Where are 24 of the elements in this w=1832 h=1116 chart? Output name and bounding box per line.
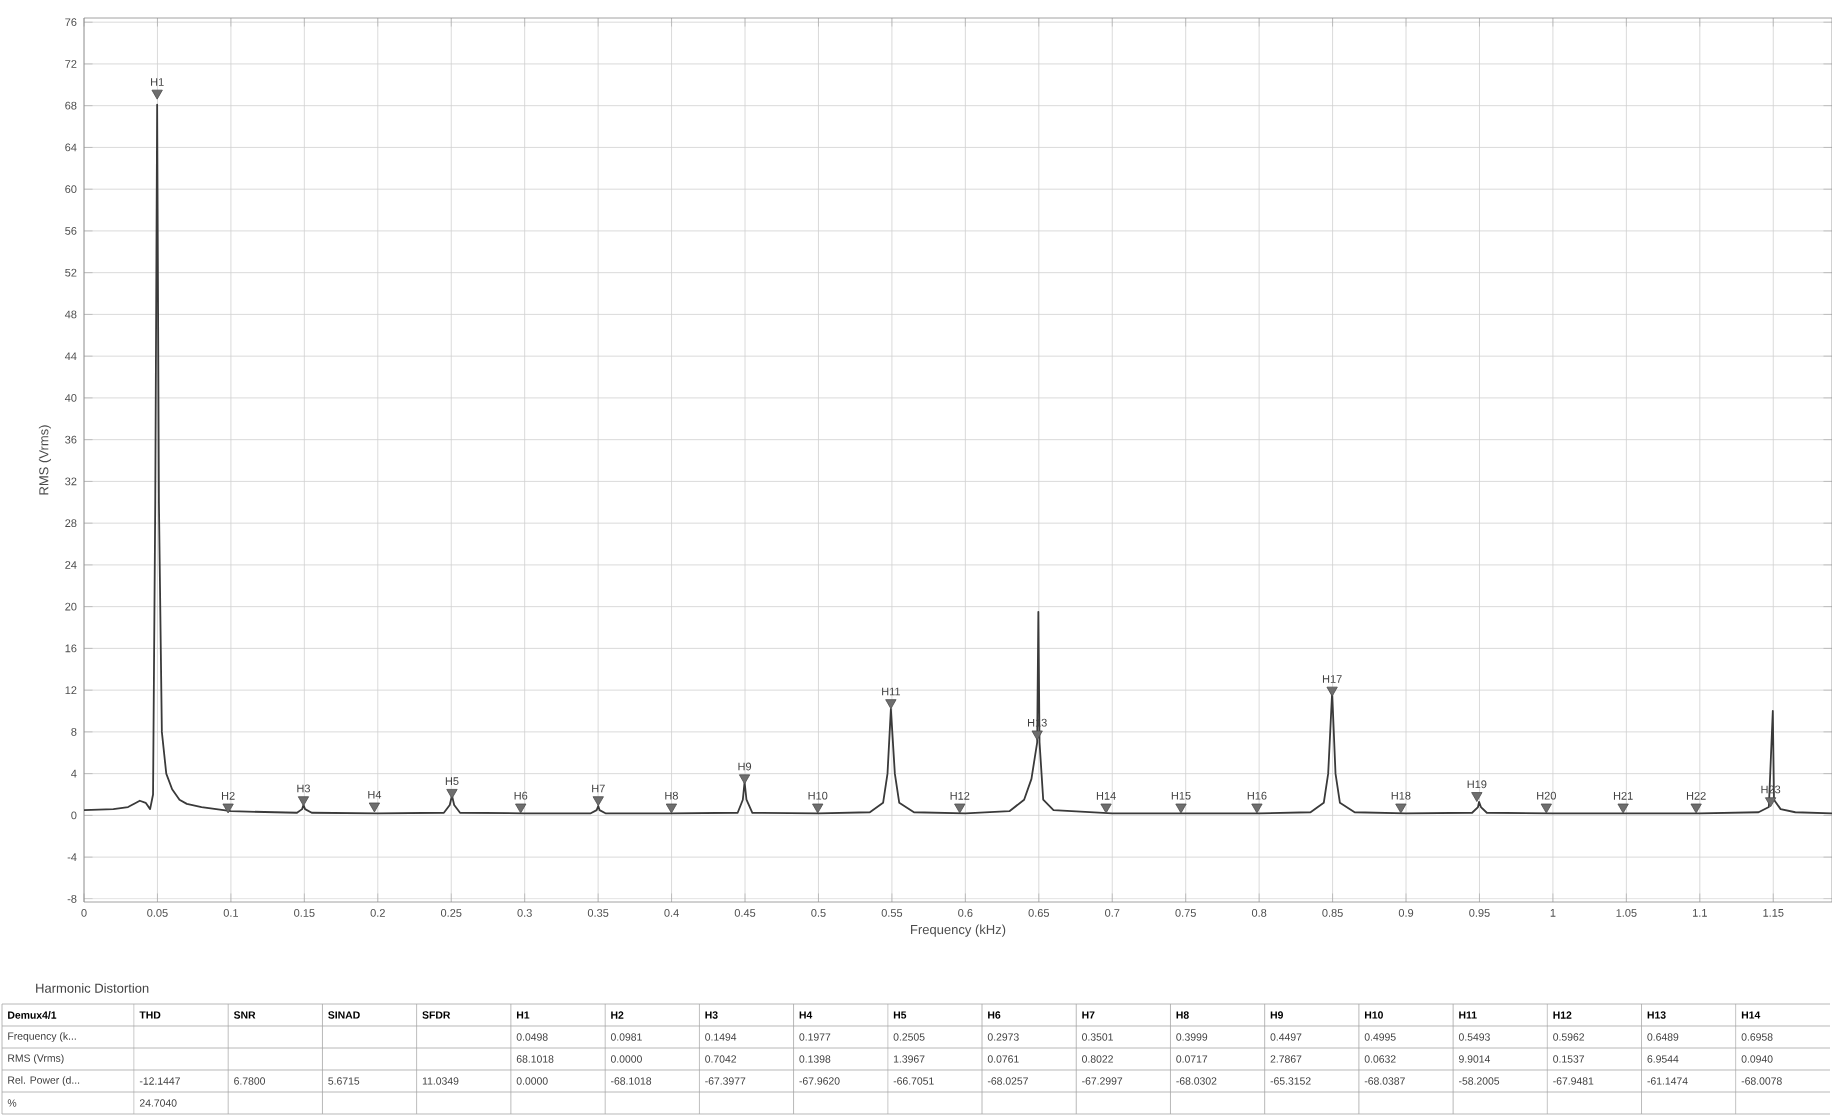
point	[222, 803, 234, 814]
point	[1690, 803, 1702, 814]
point	[1540, 803, 1552, 814]
point	[954, 803, 966, 814]
point	[1251, 803, 1263, 814]
point	[812, 803, 824, 814]
point	[1395, 803, 1407, 814]
point	[1031, 730, 1043, 741]
point	[1326, 686, 1338, 697]
point	[738, 774, 751, 785]
point	[1471, 792, 1483, 802]
point	[592, 796, 604, 807]
point	[151, 89, 163, 100]
line-series	[83, 103, 1832, 815]
point	[1175, 803, 1187, 814]
point	[1100, 803, 1112, 814]
point	[885, 699, 897, 710]
point	[297, 796, 310, 807]
point	[1765, 797, 1777, 808]
point	[1617, 803, 1629, 814]
point	[368, 802, 381, 813]
point	[515, 803, 527, 814]
point	[665, 803, 678, 814]
point	[446, 789, 458, 799]
